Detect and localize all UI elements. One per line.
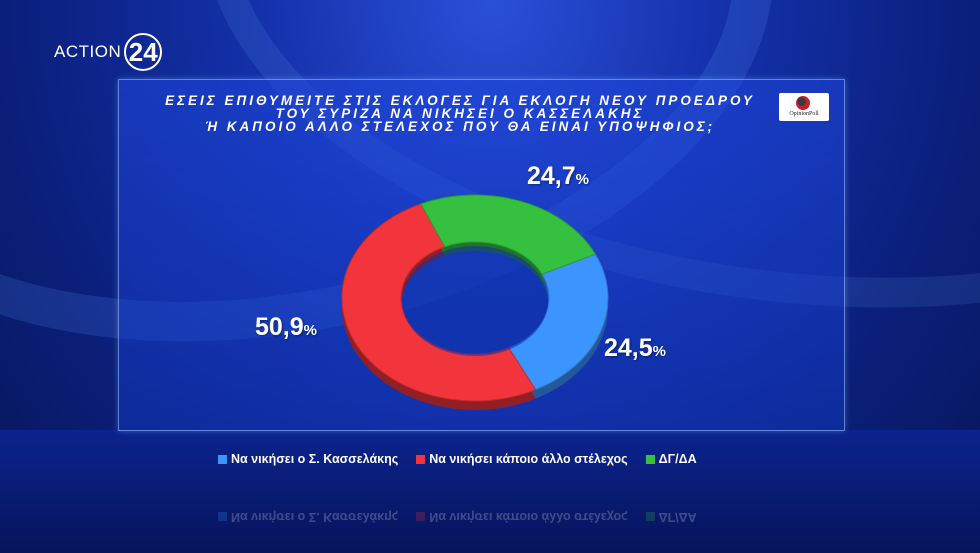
chart-title-line: Ή ΚΑΠΟΙΟ ΑΛΛΟ ΣΤΕΛΕΧΟΣ ΠΟΥ ΘΑ ΕΙΝΑΙ ΥΠΟΨ…	[204, 119, 716, 134]
legend-label-reflection: ΔΓ/ΔΑ	[658, 510, 697, 524]
legend-swatch	[218, 454, 227, 464]
slice-value: 24,5	[604, 334, 653, 362]
legend-label: Να νικήσει ο Σ. Κασσελάκης	[231, 452, 399, 466]
legend-label: Να νικήσει κάποιο άλλο στέλεχος	[429, 452, 628, 466]
pollster-badge: OpinionPoll	[779, 93, 829, 121]
pollster-name: OpinionPoll	[789, 111, 819, 117]
slice-value: 24,7	[527, 162, 576, 190]
chart-title-line: ΕΣΕΙΣ ΕΠΙΘΥΜΕΙΤΕ ΣΤΙΣ ΕΚΛΟΓΕΣ ΓΙΑ ΕΚΛΟΓΗ…	[165, 93, 755, 108]
chart-legend: Να νικήσει ο Σ. Κασσελάκης Να νικήσει κά…	[218, 452, 697, 466]
legend-item-reflection: ΔΓ/ΔΑ	[645, 510, 697, 524]
legend-item: Να νικήσει ο Σ. Κασσελάκης	[218, 452, 398, 466]
legend-swatch	[218, 512, 227, 522]
legend-swatch	[645, 512, 655, 522]
channel-logo: ACTION 24	[54, 33, 163, 71]
legend-item-reflection: Να νικήσει ο Σ. Κασσελάκης	[218, 510, 398, 524]
legend-swatch	[416, 512, 426, 522]
slice-unit: %	[652, 343, 667, 360]
legend-label-reflection: Να νικήσει ο Σ. Κασσελάκης	[231, 510, 399, 524]
donut-hole	[402, 246, 548, 356]
pollster-logo-icon	[796, 96, 810, 110]
studio-floor	[0, 430, 980, 553]
logo-number: 24	[124, 33, 163, 71]
donut-slice	[507, 253, 609, 391]
legend-label: ΔΓ/ΔΑ	[658, 452, 697, 466]
slice-unit: %	[575, 171, 590, 188]
legend-swatch	[416, 454, 426, 464]
slice-value: 50,9	[255, 313, 304, 341]
chart-title-line: ΤΟΥ ΣΥΡΙΖΑ ΝΑ ΝΙΚΗΣΕΙ Ο ΚΑΣΣΕΛΑΚΗΣ	[275, 106, 645, 121]
slice-unit: %	[303, 322, 318, 339]
slice-value-label: 24,5%	[604, 334, 666, 363]
slice-value-label: 24,7%	[527, 162, 589, 191]
legend-label-reflection: Να νικήσει κάποιο άλλο στέλεχος	[429, 510, 628, 524]
legend-item: Να νικήσει κάποιο άλλο στέλεχος	[416, 452, 628, 466]
legend-swatch	[645, 454, 655, 464]
logo-text: ACTION	[54, 42, 122, 61]
legend-item: ΔΓ/ΔΑ	[645, 452, 697, 466]
donut-slice	[420, 194, 597, 275]
slice-value-label: 50,9%	[255, 313, 317, 342]
legend-reflection: Να νικήσει ο Σ. Κασσελάκης Να νικήσει κά…	[218, 510, 697, 524]
legend-item-reflection: Να νικήσει κάποιο άλλο στέλεχος	[416, 510, 628, 524]
chart-title: ΕΣΕΙΣ ΕΠΙΘΥΜΕΙΤΕ ΣΤΙΣ ΕΚΛΟΓΕΣ ΓΙΑ ΕΚΛΟΓΗ…	[140, 93, 780, 134]
